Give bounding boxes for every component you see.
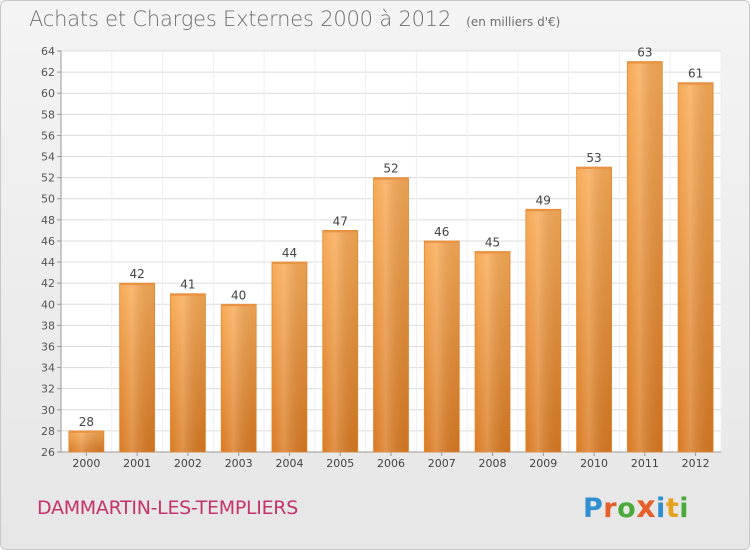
y-tick-label: 58 — [41, 108, 55, 121]
y-tick-label: 36 — [41, 340, 55, 353]
bar-shine — [322, 230, 358, 452]
chart-unit-label: (en milliers d'€) — [466, 15, 561, 29]
bar-value-label: 41 — [180, 278, 195, 292]
bar-top-edge — [271, 262, 307, 265]
y-tick-label: 64 — [41, 45, 55, 58]
bar-top-edge — [170, 293, 206, 296]
bar-shine — [576, 167, 612, 452]
chart-title: Achats et Charges Externes 2000 à 2012 — [29, 7, 452, 31]
x-tick-label: 2002 — [174, 457, 202, 470]
y-tick-label: 56 — [41, 129, 55, 142]
logo-letter: o — [617, 493, 637, 524]
y-tick-label: 44 — [41, 256, 55, 269]
bar-top-edge — [627, 61, 663, 64]
y-tick-label: 30 — [41, 404, 55, 417]
x-tick-label: 2001 — [123, 457, 151, 470]
bar-shine — [170, 293, 206, 452]
bar-value-label: 53 — [586, 151, 601, 165]
bar-shine — [678, 82, 714, 452]
x-tick-label: 2011 — [631, 457, 659, 470]
bar-top-edge — [678, 82, 714, 85]
commune-name: DAMMARTIN-LES-TEMPLIERS — [37, 497, 298, 519]
y-tick-label: 50 — [41, 193, 55, 206]
logo-letter: r — [603, 493, 618, 524]
bar-top-edge — [525, 209, 561, 212]
bar-top-edge — [576, 167, 612, 170]
logo-letter: i — [679, 493, 689, 524]
bar-top-edge — [475, 251, 511, 254]
logo-letter: P — [583, 493, 604, 524]
bar-shine — [627, 61, 663, 452]
y-tick-label: 42 — [41, 277, 55, 290]
bar-top-edge — [221, 304, 257, 307]
bar-value-label: 49 — [536, 193, 551, 207]
bar-top-edge — [119, 283, 155, 286]
logo-letter: i — [656, 493, 666, 524]
bar-shine — [271, 262, 307, 452]
x-tick-label: 2000 — [72, 457, 100, 470]
bar-shine — [68, 430, 104, 452]
bar-top-edge — [373, 177, 409, 180]
x-tick-label: 2012 — [682, 457, 710, 470]
y-tick-label: 38 — [41, 319, 55, 332]
y-tick-label: 28 — [41, 425, 55, 438]
y-tick-label: 26 — [41, 446, 55, 459]
y-tick-label: 40 — [41, 298, 55, 311]
bar-value-label: 47 — [333, 214, 348, 228]
y-tick-label: 48 — [41, 214, 55, 227]
bar-shine — [424, 240, 460, 452]
y-tick-label: 60 — [41, 87, 55, 100]
bar-value-label: 40 — [231, 288, 246, 302]
x-tick-label: 2006 — [377, 457, 405, 470]
x-tick-label: 2003 — [225, 457, 253, 470]
bar-value-label: 63 — [637, 46, 652, 60]
x-tick-label: 2004 — [275, 457, 303, 470]
x-tick-label: 2009 — [529, 457, 557, 470]
x-tick-label: 2008 — [479, 457, 507, 470]
chart-title-row: Achats et Charges Externes 2000 à 2012 (… — [29, 7, 560, 31]
bar-value-label: 52 — [383, 162, 398, 176]
y-tick-label: 32 — [41, 383, 55, 396]
bar-shine — [475, 251, 511, 452]
bar-shine — [119, 283, 155, 452]
bar-shine — [373, 177, 409, 452]
bar-value-label: 42 — [130, 267, 145, 281]
bar-value-label: 46 — [434, 225, 449, 239]
bar-value-label: 61 — [688, 67, 703, 81]
y-tick-label: 34 — [41, 362, 55, 375]
bar-value-label: 44 — [282, 246, 297, 260]
logo-letter: x — [636, 490, 657, 525]
x-tick-label: 2005 — [326, 457, 354, 470]
logo-letter: t — [665, 493, 680, 524]
bar-top-edge — [322, 230, 358, 233]
bar-shine — [221, 304, 257, 452]
y-tick-label: 46 — [41, 235, 55, 248]
bar-top-edge — [424, 240, 460, 243]
x-tick-label: 2010 — [580, 457, 608, 470]
bar-shine — [525, 209, 561, 452]
proxiti-logo: Proxiti — [583, 490, 689, 525]
bar-value-label: 28 — [79, 415, 94, 429]
bar-top-edge — [68, 430, 104, 433]
bar-value-label: 45 — [485, 236, 500, 250]
y-tick-label: 54 — [41, 151, 55, 164]
y-tick-label: 52 — [41, 172, 55, 185]
x-tick-label: 2007 — [428, 457, 456, 470]
y-tick-label: 62 — [41, 66, 55, 79]
